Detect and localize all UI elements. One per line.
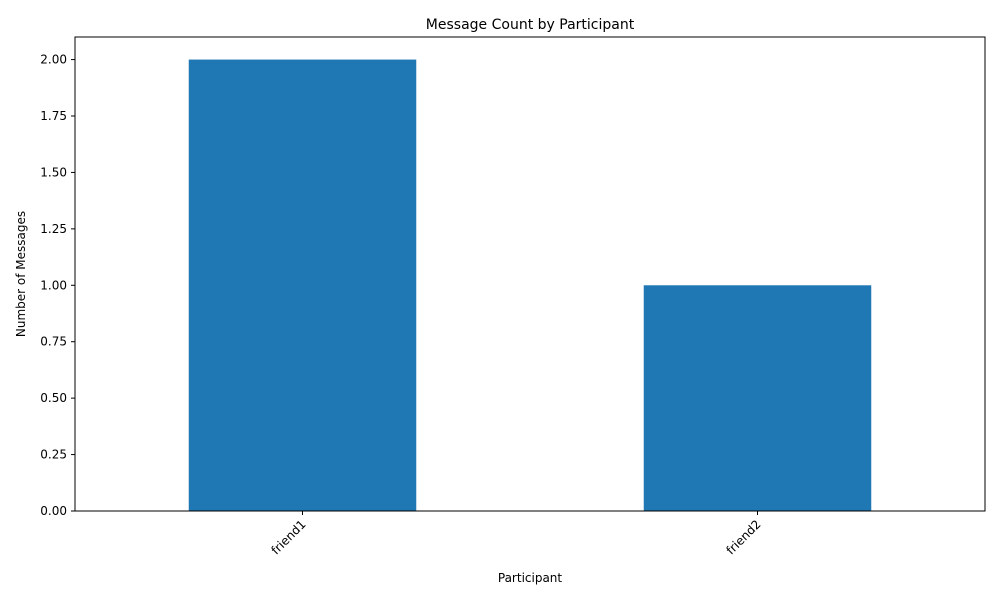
y-tick-label: 0.50 <box>40 391 67 405</box>
x-tick-label: friend1 <box>269 517 309 557</box>
x-axis-ticks: friend1 friend2 <box>269 511 764 557</box>
y-tick-label: 1.00 <box>40 278 67 292</box>
y-axis-label: Number of Messages <box>14 211 28 337</box>
y-tick-label: 1.75 <box>40 109 67 123</box>
y-tick-label: 0.75 <box>40 335 67 349</box>
x-tick-label: friend2 <box>724 517 764 557</box>
y-tick-label: 0.25 <box>40 448 67 462</box>
bar-friend2 <box>643 285 872 511</box>
x-axis-label: Participant <box>498 571 563 585</box>
y-tick-label: 0.00 <box>40 504 67 518</box>
y-tick-label: 1.25 <box>40 222 67 236</box>
y-tick-label: 1.50 <box>40 165 67 179</box>
plot-frame <box>74 36 986 512</box>
y-axis-ticks: 0.00 0.25 0.50 0.75 1.00 1.25 1.50 1.75 2.00 <box>40 53 75 518</box>
bar-friend1 <box>188 59 417 511</box>
chart-title: Message Count by Participant <box>426 17 635 33</box>
bars-group <box>188 59 872 511</box>
y-tick-label: 2.00 <box>40 53 67 67</box>
